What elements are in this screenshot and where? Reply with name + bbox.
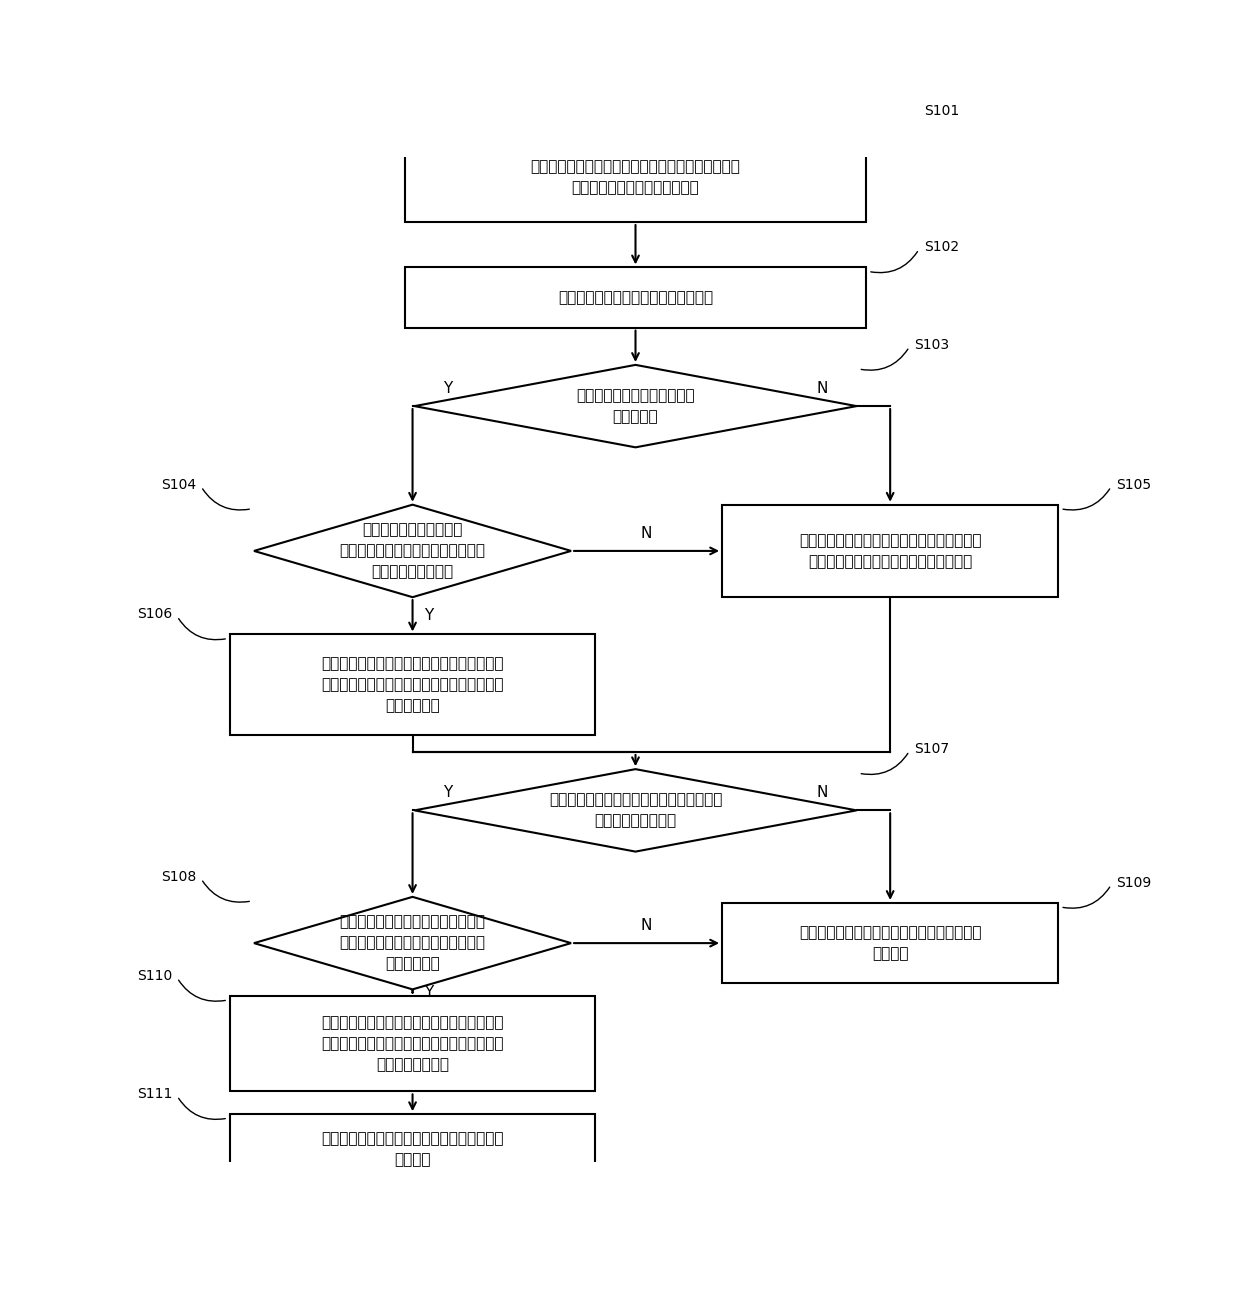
Text: 经过预设的第二时长后，判断内存队
列中是否存在与第一告警消息对应的
表象故障事件: 经过预设的第二时长后，判断内存队 列中是否存在与第一告警消息对应的 表象故障事件 [340, 914, 486, 972]
FancyBboxPatch shape [404, 132, 866, 222]
FancyBboxPatch shape [722, 902, 1059, 983]
Text: Y: Y [444, 785, 453, 801]
Text: Y: Y [444, 381, 453, 396]
Text: S107: S107 [914, 742, 950, 756]
Text: N: N [816, 381, 828, 396]
Polygon shape [254, 504, 572, 597]
Text: 经过预设的第一时长后，
判断内存队列中是否存在与故障事件
对应的故障恢复事件: 经过预设的第一时长后， 判断内存队列中是否存在与故障事件 对应的故障恢复事件 [340, 522, 486, 580]
Text: 依据第一告警消息和第一告警消息的告警级别
进行告警: 依据第一告警消息和第一告警消息的告警级别 进行告警 [799, 925, 981, 961]
FancyBboxPatch shape [229, 1114, 595, 1185]
Text: S106: S106 [138, 607, 172, 622]
Text: S109: S109 [1116, 876, 1151, 889]
Text: 当监测到内存队列中存在故障事件时，解析故障事件
，得到故障事件中包含的关键字: 当监测到内存队列中存在故障事件时，解析故障事件 ，得到故障事件中包含的关键字 [531, 159, 740, 195]
Text: 依据关键字，确定故障事件的告警级别: 依据关键字，确定故障事件的告警级别 [558, 290, 713, 306]
Text: S101: S101 [924, 104, 959, 119]
Text: 依据聚合规则，对第一告警消息和表象故障事
件进行聚合处理，得到第二告警消息和第二告
警消息的告警级别: 依据聚合规则，对第一告警消息和表象故障事 件进行聚合处理，得到第二告警消息和第二… [321, 1015, 503, 1072]
Text: Y: Y [424, 609, 433, 623]
Text: Y: Y [424, 985, 433, 1000]
FancyBboxPatch shape [722, 504, 1059, 597]
Text: S108: S108 [161, 870, 196, 884]
Polygon shape [254, 897, 572, 990]
Text: S111: S111 [136, 1087, 172, 1101]
Text: 判断是否存在与第一告警消息中包含的关键
字相匹配的聚合规则: 判断是否存在与第一告警消息中包含的关键 字相匹配的聚合规则 [549, 793, 722, 828]
FancyBboxPatch shape [229, 996, 595, 1092]
Text: S104: S104 [161, 478, 196, 491]
Text: N: N [641, 918, 652, 932]
Text: N: N [641, 526, 652, 541]
Text: 依据关联规则，对故障事件和故障恢复事件进
行关联处理，得到第一告警消息和第一告警消
息的告警级别: 依据关联规则，对故障事件和故障恢复事件进 行关联处理，得到第一告警消息和第一告警… [321, 656, 503, 713]
Text: 依据第二告警消息和第二告警消息的告警级别
进行告警: 依据第二告警消息和第二告警消息的告警级别 进行告警 [321, 1131, 503, 1168]
Text: N: N [816, 785, 828, 801]
Text: S102: S102 [924, 240, 959, 255]
Polygon shape [414, 769, 857, 852]
Text: S110: S110 [138, 969, 172, 983]
Polygon shape [414, 364, 857, 448]
Text: S105: S105 [1116, 478, 1151, 491]
Text: S103: S103 [914, 338, 950, 351]
Text: 将故障事件作为第一告警消息，并将故障事件
的告警级别作为第一告警消息的告警级别: 将故障事件作为第一告警消息，并将故障事件 的告警级别作为第一告警消息的告警级别 [799, 533, 981, 569]
FancyBboxPatch shape [404, 268, 866, 328]
FancyBboxPatch shape [229, 635, 595, 735]
Text: 判断是否存在与关键字相匹配
的关联规则: 判断是否存在与关键字相匹配 的关联规则 [577, 388, 694, 424]
